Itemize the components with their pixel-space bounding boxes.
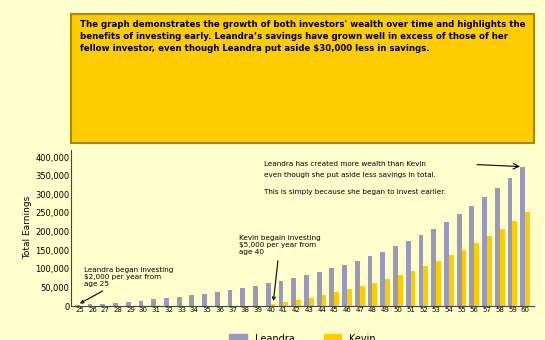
Bar — [100, 304, 105, 306]
Bar — [469, 206, 474, 306]
Bar — [322, 295, 326, 306]
Bar — [309, 298, 314, 306]
Bar — [347, 289, 352, 306]
Bar — [380, 252, 385, 306]
Bar — [342, 265, 347, 306]
Bar — [202, 294, 207, 306]
Bar — [444, 222, 449, 306]
Bar — [520, 167, 525, 306]
Bar — [177, 297, 181, 306]
Bar — [271, 304, 275, 306]
Bar — [385, 279, 390, 306]
Bar — [291, 278, 296, 306]
Bar — [330, 269, 334, 306]
Bar — [113, 303, 118, 306]
Bar — [436, 261, 441, 306]
Bar — [431, 228, 436, 306]
Text: This is simply because she began to invest earlier.: This is simply because she began to inve… — [264, 189, 446, 195]
Bar — [317, 272, 322, 306]
Bar — [126, 302, 131, 306]
Bar — [152, 299, 156, 306]
Bar — [423, 266, 428, 306]
Bar — [253, 286, 258, 306]
Bar — [164, 298, 169, 306]
Bar — [495, 188, 500, 306]
Bar — [360, 286, 365, 306]
Text: Leandra began investing
$2,000 per year from
age 25: Leandra began investing $2,000 per year … — [81, 267, 173, 303]
Bar — [138, 301, 143, 306]
Bar — [457, 214, 462, 306]
Bar — [393, 246, 398, 306]
Bar — [368, 256, 372, 306]
Legend: Leandra, Kevin: Leandra, Kevin — [226, 330, 379, 340]
Bar — [334, 292, 339, 306]
Bar — [296, 300, 301, 306]
Text: Kevin begain investing
$5,000 per year from
age 40: Kevin begain investing $5,000 per year f… — [239, 235, 320, 300]
Bar — [278, 281, 283, 306]
Bar — [449, 255, 453, 306]
Bar — [266, 284, 271, 306]
Bar — [410, 271, 415, 306]
Bar — [482, 197, 487, 306]
Text: The graph demonstrates the growth of both investors' wealth over time and highli: The graph demonstrates the growth of bot… — [80, 20, 525, 53]
Bar — [487, 236, 492, 306]
Bar — [474, 243, 479, 306]
Bar — [512, 221, 517, 306]
Bar — [240, 288, 245, 306]
Bar — [283, 302, 288, 306]
Bar — [75, 305, 80, 306]
Bar — [398, 275, 403, 306]
Bar — [406, 241, 410, 306]
Bar — [228, 290, 233, 306]
Bar — [419, 235, 423, 306]
Text: even though she put aside less savings in total.: even though she put aside less savings i… — [264, 172, 436, 178]
Bar — [304, 275, 309, 306]
Bar — [88, 304, 93, 306]
Y-axis label: Total Earnings: Total Earnings — [23, 196, 33, 259]
Bar — [462, 250, 467, 306]
Bar — [525, 212, 530, 306]
Bar — [372, 283, 377, 306]
Bar — [500, 229, 505, 306]
Bar — [355, 261, 360, 306]
Bar — [215, 292, 220, 306]
Bar — [190, 295, 195, 306]
Text: Leandra has created more wealth than Kevin: Leandra has created more wealth than Kev… — [264, 161, 426, 167]
Bar — [507, 178, 512, 306]
